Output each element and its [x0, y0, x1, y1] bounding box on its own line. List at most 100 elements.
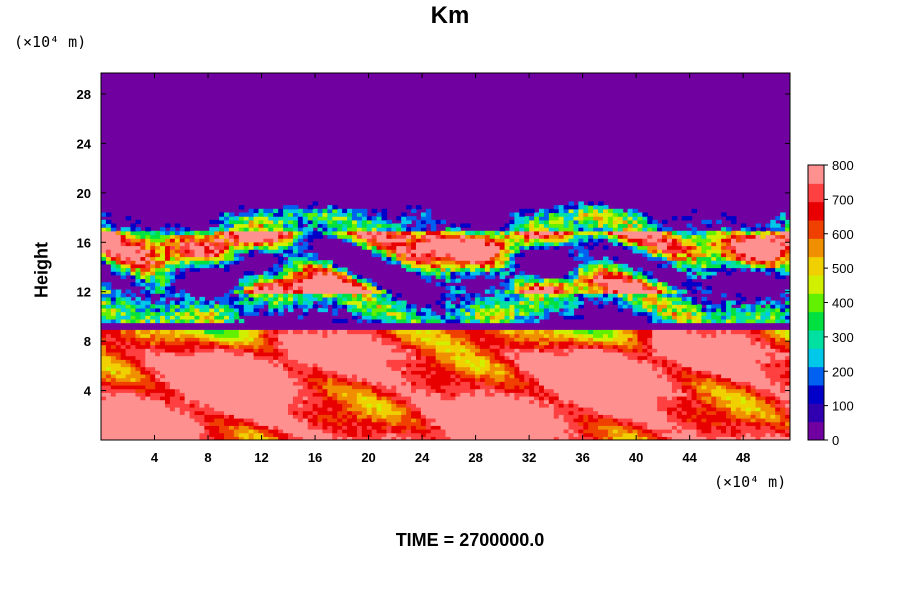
heatmap-cell: [686, 384, 693, 390]
heatmap-cell: [617, 344, 624, 349]
heatmap-cell: [199, 315, 205, 320]
heatmap-cell: [253, 296, 260, 302]
heatmap-cell: [612, 406, 619, 412]
heatmap-cell: [366, 366, 373, 371]
heatmap-cell: [204, 329, 210, 335]
heatmap-cell: [253, 359, 260, 364]
heatmap-cell: [214, 366, 220, 371]
heatmap-cell: [553, 388, 560, 393]
heatmap-cell: [224, 373, 230, 379]
heatmap-cell: [440, 392, 447, 397]
heatmap-cell: [716, 388, 722, 393]
heatmap-cell: [263, 403, 269, 408]
heatmap-cell: [435, 417, 442, 423]
heatmap-cell: [356, 414, 363, 419]
heatmap-cell: [637, 355, 643, 360]
heatmap-cell: [253, 406, 260, 412]
heatmap-cell: [652, 362, 658, 368]
heatmap-cell: [726, 355, 732, 360]
heatmap-cell: [189, 329, 196, 335]
heatmap-cell: [450, 436, 456, 440]
heatmap-cell: [101, 329, 107, 335]
heatmap-cell: [484, 318, 491, 324]
heatmap-cell: [258, 381, 265, 386]
heatmap-cell: [332, 300, 338, 305]
heatmap-cell: [332, 373, 338, 379]
heatmap-cell: [415, 348, 422, 353]
heatmap-cell: [115, 333, 122, 338]
heatmap-cell: [160, 315, 166, 320]
heatmap-cell: [342, 417, 348, 423]
heatmap-cell: [238, 348, 245, 353]
heatmap-cell: [288, 362, 294, 368]
heatmap-cell: [696, 351, 703, 357]
heatmap-cell: [155, 421, 161, 426]
heatmap-cell: [386, 421, 392, 426]
heatmap-cell: [529, 337, 535, 342]
heatmap-cell: [160, 355, 166, 360]
heatmap-cell: [322, 355, 328, 360]
heatmap-cell: [356, 359, 363, 364]
heatmap-cell: [607, 414, 614, 419]
heatmap-cell: [568, 307, 575, 313]
heatmap-cell: [465, 425, 471, 430]
heatmap-cell: [209, 355, 215, 360]
heatmap-cell: [140, 344, 146, 349]
heatmap-cell: [701, 406, 707, 412]
heatmap-cell: [125, 304, 132, 309]
heatmap-cell: [514, 392, 520, 397]
heatmap-cell: [622, 414, 629, 419]
heatmap-cell: [607, 428, 614, 434]
heatmap-cell: [716, 428, 722, 434]
heatmap-cell: [233, 348, 240, 353]
heatmap-cell: [420, 337, 427, 342]
heatmap-cell: [514, 370, 520, 375]
heatmap-cell: [716, 410, 722, 415]
heatmap-cell: [450, 315, 456, 320]
heatmap-cell: [598, 373, 604, 379]
heatmap-cell: [686, 428, 693, 434]
heatmap-cell: [716, 311, 722, 316]
heatmap-cell: [381, 436, 388, 440]
heatmap-cell: [342, 337, 348, 342]
heatmap-cell: [376, 296, 383, 302]
heatmap-cell: [253, 329, 260, 335]
heatmap-cell: [169, 432, 176, 437]
heatmap-cell: [489, 388, 496, 393]
heatmap-cell: [706, 395, 712, 401]
heatmap-cell: [238, 428, 245, 434]
heatmap-cell: [425, 315, 432, 320]
heatmap-cell: [194, 395, 201, 401]
heatmap-cell: [711, 436, 717, 440]
heatmap-cell: [243, 337, 250, 342]
heatmap-cell: [701, 421, 707, 426]
heatmap-cell: [484, 428, 491, 434]
heatmap-cell: [770, 362, 776, 368]
heatmap-cell: [573, 406, 579, 412]
heatmap-cell: [381, 329, 388, 335]
heatmap-cell: [411, 318, 417, 324]
heatmap-cell: [593, 410, 599, 415]
heatmap-cell: [258, 399, 265, 404]
heatmap-cell: [691, 300, 698, 305]
heatmap-cell: [770, 351, 776, 357]
heatmap-cell: [228, 417, 235, 423]
heatmap-cell: [302, 406, 309, 412]
heatmap-cell: [470, 421, 476, 426]
heatmap-cell: [716, 344, 722, 349]
heatmap-cell: [666, 425, 673, 430]
heatmap-cell: [406, 318, 412, 324]
heatmap-cell: [386, 333, 392, 338]
heatmap-cell: [297, 377, 304, 382]
heatmap-cell: [745, 425, 752, 430]
heatmap-cell: [179, 337, 186, 342]
heatmap-cell: [125, 344, 132, 349]
heatmap-cell: [435, 315, 442, 320]
heatmap-cell: [273, 293, 279, 298]
heatmap-cell: [351, 307, 358, 313]
heatmap-cell: [288, 333, 294, 338]
heatmap-cell: [425, 377, 432, 382]
heatmap-cell: [406, 399, 412, 404]
heatmap-cell: [238, 296, 245, 302]
heatmap-cell: [135, 388, 141, 393]
